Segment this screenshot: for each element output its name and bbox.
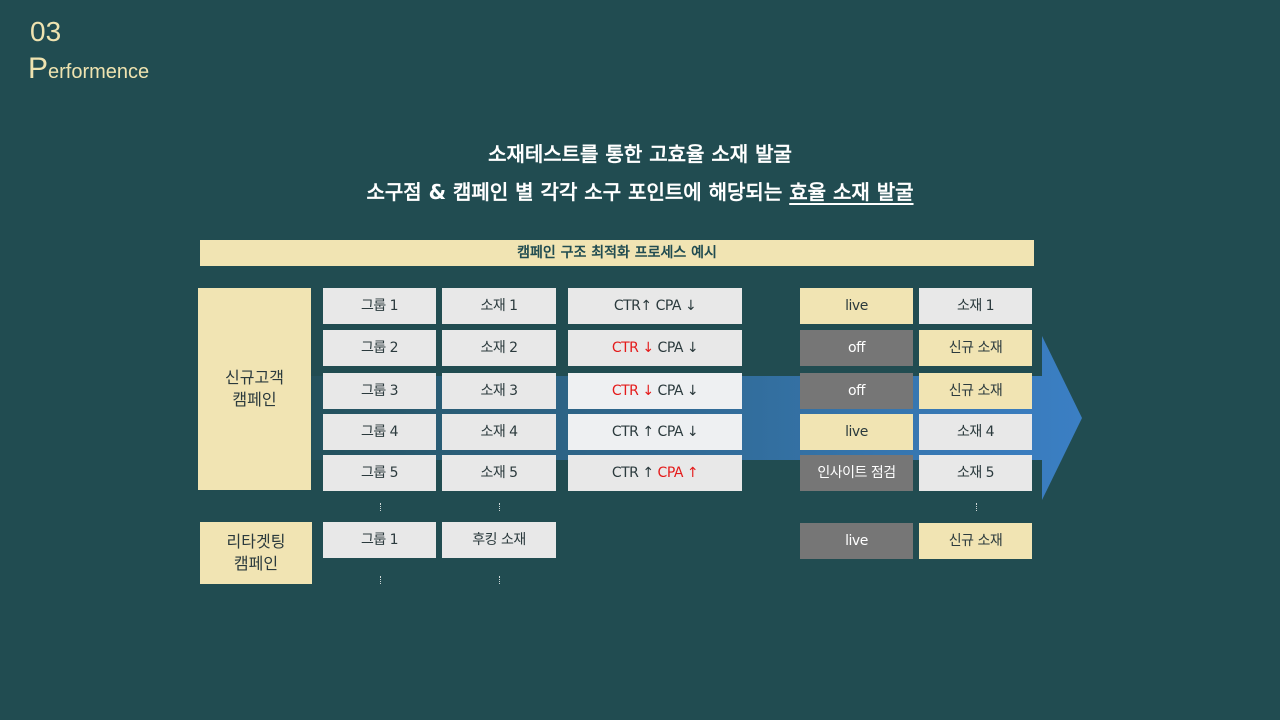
process-banner: 캠페인 구조 최적화 프로세스 예시 <box>200 240 1034 266</box>
metric-cell: CTR ↓ CPA ↓ <box>568 330 742 366</box>
group-cell: 그룹 4 <box>323 414 436 450</box>
section-number: 03 <box>30 16 62 47</box>
metric-cell: CTR ↓ CPA ↓ <box>568 373 742 409</box>
result-cell: 신규 소재 <box>919 523 1032 559</box>
creative-cell: 소재 3 <box>442 373 556 409</box>
ctr-label: CTR <box>611 383 639 399</box>
cpa-label: CPA <box>657 424 684 440</box>
status-cell: live <box>800 414 913 450</box>
metric-cell: CTR ↑ CPA ↓ <box>568 414 742 450</box>
ctr-label: CTR <box>611 465 639 481</box>
ellipsis-icon <box>976 503 979 511</box>
cpa-label: CPA <box>657 340 684 356</box>
metric-cell: CTR ↑ CPA ↑ <box>568 455 742 491</box>
status-cell: live <box>800 523 913 559</box>
headline-line1: 소재테스트를 통한 고효율 소재 발굴 <box>488 142 792 166</box>
ellipsis-icon <box>499 576 502 584</box>
ellipsis-icon <box>380 576 383 584</box>
group-cell: 그룹 2 <box>323 330 436 366</box>
result-cell: 신규 소재 <box>919 330 1032 366</box>
cpa-arrow-icon: ↓ <box>686 383 699 399</box>
cpa-label: CPA <box>657 465 684 481</box>
creative-cell: 소재 2 <box>442 330 556 366</box>
cpa-arrow-icon: ↑ <box>686 465 699 481</box>
ctr-arrow-icon: ↑ <box>642 465 654 481</box>
metric-cell: CTR↑ CPA ↓ <box>568 288 742 324</box>
cpa-arrow-icon: ↓ <box>686 424 699 440</box>
ctr-arrow-icon: ↓ <box>642 340 654 356</box>
group-cell: 그룹 1 <box>323 522 436 558</box>
headline-line2-prefix: 소구점 & 캠페인 별 각각 소구 포인트에 해당되는 <box>366 180 790 204</box>
section-title-rest: erformence <box>48 61 150 83</box>
result-cell: 소재 1 <box>919 288 1032 324</box>
section-title: Performence <box>28 52 149 86</box>
status-cell: off <box>800 373 913 409</box>
group-cell: 그룹 1 <box>323 288 436 324</box>
headline-line2: 소구점 & 캠페인 별 각각 소구 포인트에 해당되는 효율 소재 발굴 <box>0 176 1280 205</box>
ctr-arrow-icon: ↑ <box>642 424 654 440</box>
retargeting-campaign-label: 리타겟팅 캠페인 <box>200 522 312 584</box>
creative-cell: 소재 5 <box>442 455 556 491</box>
group-cell: 그룹 3 <box>323 373 436 409</box>
cpa-label: CPA <box>655 298 682 314</box>
creative-cell: 소재 4 <box>442 414 556 450</box>
creative-cell: 후킹 소재 <box>442 522 556 558</box>
status-cell: live <box>800 288 913 324</box>
ctr-arrow-icon: ↑ <box>640 298 652 314</box>
headline-line2-underlined: 효율 소재 발굴 <box>789 180 914 204</box>
ctr-label: CTR <box>613 298 641 314</box>
ellipsis-icon <box>380 503 383 511</box>
result-cell: 소재 5 <box>919 455 1032 491</box>
ctr-label: CTR <box>611 340 639 356</box>
result-cell: 소재 4 <box>919 414 1032 450</box>
new-customer-campaign-label: 신규고객 캠페인 <box>198 288 311 490</box>
status-cell: off <box>800 330 913 366</box>
cpa-arrow-icon: ↓ <box>686 340 699 356</box>
ellipsis-icon <box>499 503 502 511</box>
cpa-arrow-icon: ↓ <box>684 298 697 314</box>
section-title-initial: P <box>28 52 49 85</box>
group-cell: 그룹 5 <box>323 455 436 491</box>
creative-cell: 소재 1 <box>442 288 556 324</box>
cpa-label: CPA <box>657 383 684 399</box>
status-cell: 인사이트 점검 <box>800 455 913 491</box>
ctr-label: CTR <box>611 424 639 440</box>
result-cell: 신규 소재 <box>919 373 1032 409</box>
ctr-arrow-icon: ↓ <box>642 383 654 399</box>
